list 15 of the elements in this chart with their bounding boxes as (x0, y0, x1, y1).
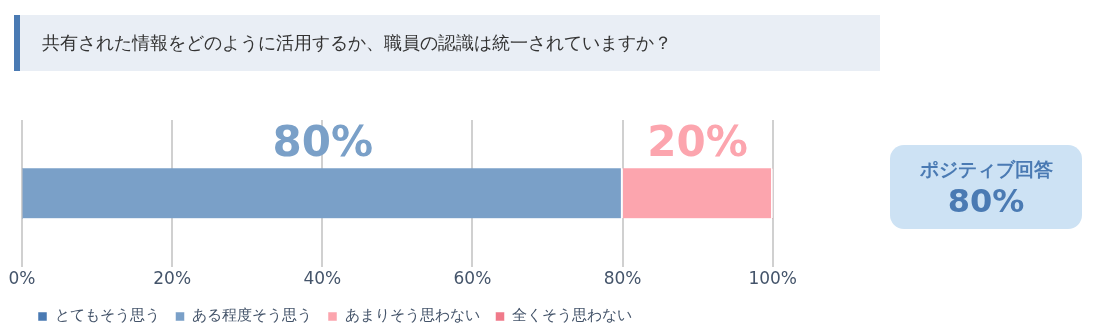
data-label: 80% (272, 117, 374, 167)
legend-label: ある程度そう思う (192, 306, 312, 325)
x-tick-label: 40% (303, 268, 342, 289)
x-tick-label: 100% (748, 268, 797, 289)
text: ポジティブ回答 (918, 157, 1054, 182)
data-label: 20% (647, 117, 748, 167)
x-tick-label: 80% (603, 268, 642, 289)
legend-label: 全くそう思わない (512, 306, 632, 325)
x-tick-label: 0% (8, 268, 36, 289)
text: 80% (946, 182, 1026, 220)
legend-label: とてもそう思う (54, 306, 160, 325)
x-tick-label: 20% (153, 268, 192, 289)
x-tick-label: 60% (453, 268, 492, 289)
legend-label: あまりそう思わない (344, 306, 480, 325)
chart-title: 共有された情報をどのように活用するか、職員の認識は統一されていますか？ (14, 15, 880, 71)
